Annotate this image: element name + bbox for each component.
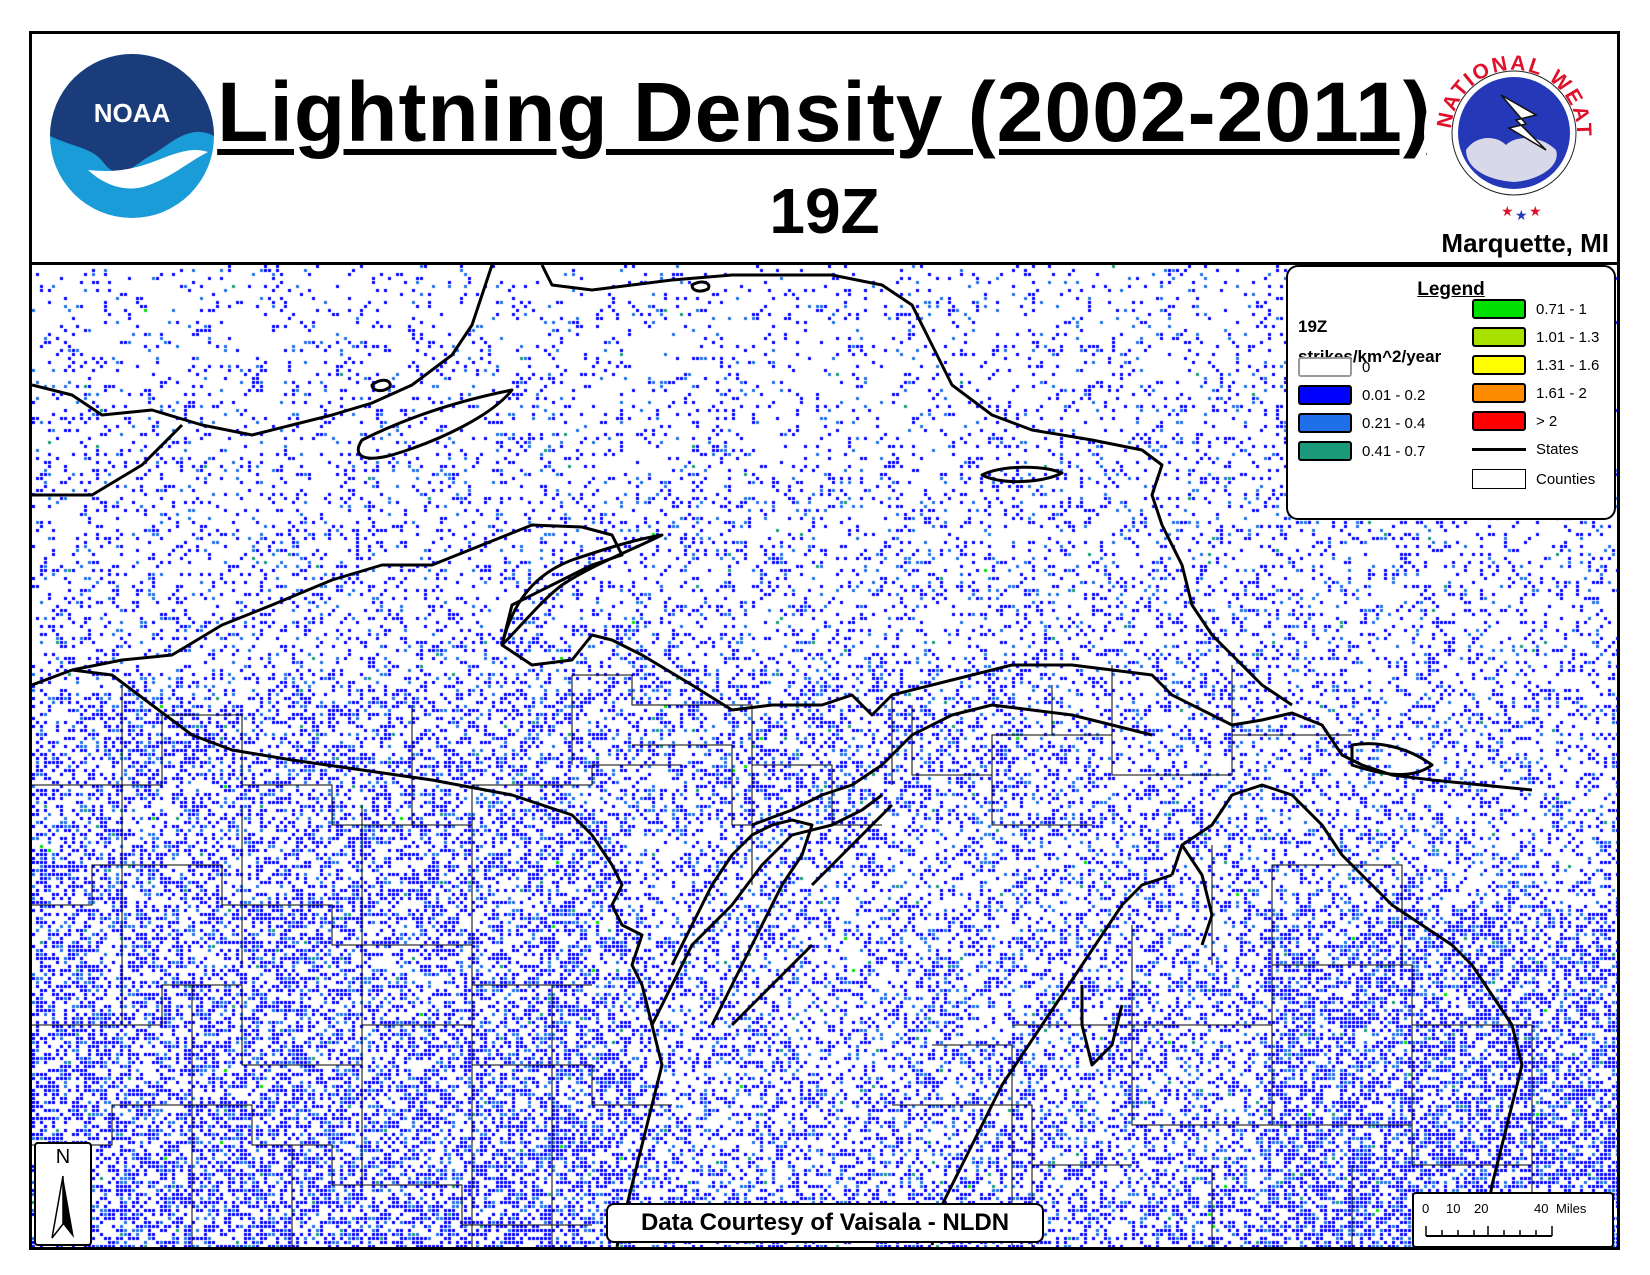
legend-hour: 19Z xyxy=(1298,317,1328,336)
legend-label: 0.01 - 0.2 xyxy=(1362,386,1426,404)
legend-label: 0.71 - 1 xyxy=(1536,300,1587,318)
legend-title: Legend xyxy=(1417,279,1485,300)
legend-item: 0.01 - 0.2 xyxy=(1298,383,1425,407)
data-credit: Data Courtesy of Vaisala - NLDN xyxy=(606,1203,1044,1243)
county-box-swatch xyxy=(1472,469,1526,489)
legend-item: > 2 xyxy=(1472,409,1557,433)
star-icon: ★ xyxy=(1529,203,1542,219)
state-boundaries xyxy=(32,265,1533,1247)
star-icon: ★ xyxy=(1515,207,1528,223)
legend-item-states: States xyxy=(1472,437,1579,461)
nws-logo: NATIONAL WEATHER SERVICE ★ ★ ★ xyxy=(1421,40,1604,223)
scale-tick: 40 xyxy=(1534,1201,1549,1216)
legend-swatch xyxy=(1298,441,1352,461)
scale-unit: Miles xyxy=(1556,1201,1587,1216)
legend-item: 0.71 - 1 xyxy=(1472,297,1587,321)
north-arrow-icon xyxy=(51,1175,74,1239)
county-boundaries xyxy=(32,665,1533,1247)
legend-label: 1.31 - 1.6 xyxy=(1536,356,1600,374)
office-label: Marquette, MI xyxy=(1441,228,1609,258)
page-subtitle: 19Z xyxy=(769,175,880,247)
legend-item: 1.61 - 2 xyxy=(1472,381,1587,405)
legend-label: States xyxy=(1536,440,1579,458)
star-icon: ★ xyxy=(1501,203,1514,219)
legend-swatch xyxy=(1298,357,1352,377)
legend-item: 1.31 - 1.6 xyxy=(1472,353,1599,377)
scale-bar: 0 10 20 40 Miles xyxy=(1412,1192,1614,1248)
scale-tick: 10 xyxy=(1446,1201,1461,1216)
legend-item-counties: Counties xyxy=(1472,467,1595,491)
legend-item: 1.01 - 1.3 xyxy=(1472,325,1599,349)
north-label: N xyxy=(55,1146,71,1168)
legend-swatch xyxy=(1298,413,1352,433)
page-title: Lightning Density (2002-2011) xyxy=(217,65,1432,159)
legend-label: 0.41 - 0.7 xyxy=(1362,442,1426,460)
legend-swatch xyxy=(1472,383,1526,403)
legend-swatch xyxy=(1472,299,1526,319)
legend-item: 0.21 - 0.4 xyxy=(1298,411,1425,435)
scale-bar-graphic xyxy=(1425,1226,1553,1237)
north-arrow: N xyxy=(34,1142,92,1246)
map-header: NOAA Lightning Density (2002-2011) 19Z N… xyxy=(32,34,1617,265)
legend-swatch xyxy=(1472,327,1526,347)
legend-swatch xyxy=(1472,411,1526,431)
noaa-logo-text: NOAA xyxy=(94,98,171,128)
legend-item: 0 xyxy=(1298,355,1370,379)
legend-label: 0.21 - 0.4 xyxy=(1362,414,1426,432)
legend-label: Counties xyxy=(1536,470,1596,488)
boundary-outlines xyxy=(32,265,1533,1247)
state-line-swatch xyxy=(1472,447,1526,451)
legend-label: > 2 xyxy=(1536,412,1558,430)
legend-swatch xyxy=(1298,385,1352,405)
legend-label: 1.01 - 1.3 xyxy=(1536,328,1600,346)
legend-item: 0.41 - 0.7 xyxy=(1298,439,1425,463)
legend-label: 0 xyxy=(1362,358,1371,376)
scale-tick: 0 xyxy=(1422,1201,1430,1216)
legend-swatch xyxy=(1472,355,1526,375)
scale-tick: 20 xyxy=(1474,1201,1489,1216)
legend-label: 1.61 - 2 xyxy=(1536,384,1587,402)
map-legend: Legend 19Z strikes/km^2/year 0 0.01 - 0.… xyxy=(1286,265,1616,520)
noaa-logo: NOAA xyxy=(50,54,214,218)
